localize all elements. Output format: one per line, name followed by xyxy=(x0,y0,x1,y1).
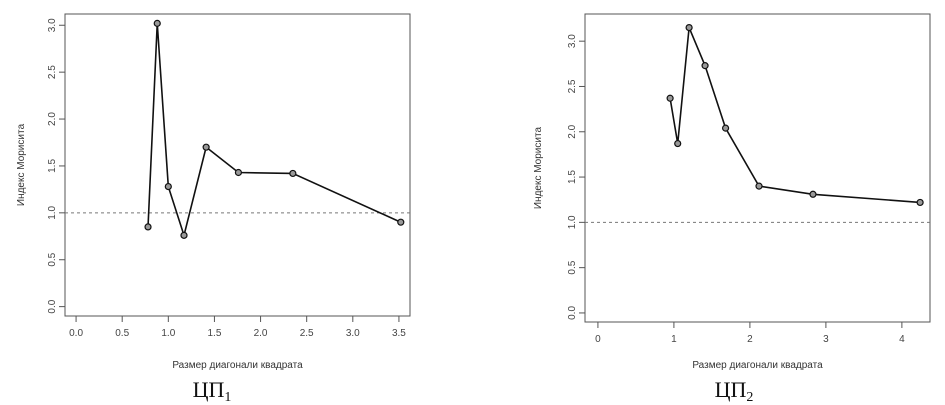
y-tick-label: 2.5 xyxy=(567,79,578,93)
chart-caption: ЦП2 xyxy=(715,377,754,405)
x-tick-label: 3 xyxy=(823,334,829,345)
caption-main: ЦП xyxy=(715,377,747,402)
x-axis-label: Размер диагонали квадрата xyxy=(172,360,303,371)
data-point xyxy=(721,124,730,132)
data-point xyxy=(153,19,161,27)
y-tick-label: 1.5 xyxy=(47,159,58,173)
y-tick-label: 2.0 xyxy=(567,124,578,138)
x-tick-label: 1.0 xyxy=(161,328,175,339)
data-point xyxy=(685,23,693,32)
x-tick-label: 3.5 xyxy=(392,328,406,339)
data-point xyxy=(180,231,188,239)
plot-frame xyxy=(64,13,411,317)
y-tick-label: 2.0 xyxy=(47,112,58,126)
x-tick-label: 0.0 xyxy=(69,328,83,339)
y-tick-label: 1.0 xyxy=(567,215,578,229)
y-tick-label: 3.0 xyxy=(47,18,58,32)
y-tick-label: 0.5 xyxy=(47,252,58,266)
data-point xyxy=(164,182,172,191)
chart-2: 0 1 2 3 4 0.0 0.5 1.0 1.5 2.0 2.5 3.0 Размер диагона… xyxy=(533,13,931,405)
y-axis-label: Индекс Мориситa xyxy=(533,126,544,209)
x-tick-label: 2.5 xyxy=(300,328,314,339)
y-tick-label: 0.5 xyxy=(567,260,578,274)
x-tick-label: 1 xyxy=(671,334,677,345)
x-tick-label: 0 xyxy=(595,334,601,345)
y-axis-label: Индекс Мориситa xyxy=(16,123,27,206)
y-tick-label: 0.0 xyxy=(47,299,58,313)
chart-1: 0.0 0.5 1.0 1.5 2.0 2.5 3.0 3.5 0.0 0.5 1.0 1.5 2.0 2… xyxy=(16,13,411,405)
data-point xyxy=(674,139,682,148)
series-line xyxy=(147,23,402,239)
data-point xyxy=(916,198,924,207)
y-tick-label: 1.0 xyxy=(47,205,58,219)
data-point xyxy=(202,143,210,151)
x-tick-label: 2 xyxy=(747,334,753,345)
x-tick-label: 1.5 xyxy=(207,328,221,339)
x-tick-label: 2.0 xyxy=(254,328,268,339)
data-point xyxy=(397,218,405,226)
data-point xyxy=(144,223,152,231)
y-tick-label: 3.0 xyxy=(567,34,578,48)
data-point xyxy=(289,169,297,178)
series-line xyxy=(669,27,921,204)
y-tick-label: 0.0 xyxy=(567,306,578,320)
chart-caption: ЦП1 xyxy=(193,377,232,405)
caption-subscript: 1 xyxy=(224,390,231,405)
data-point xyxy=(234,168,243,177)
data-point xyxy=(809,190,817,198)
y-tick-label: 1.5 xyxy=(567,170,578,184)
caption-main: ЦП xyxy=(193,377,225,402)
x-axis-label: Размер диагонали квадрата xyxy=(692,360,823,371)
y-tick-label: 2.5 xyxy=(47,65,58,79)
plot-frame xyxy=(584,13,931,323)
x-tick-label: 3.0 xyxy=(346,328,360,339)
data-point xyxy=(755,182,763,190)
data-point xyxy=(701,62,709,70)
data-point xyxy=(666,94,674,102)
x-tick-label: 0.5 xyxy=(115,328,129,339)
caption-subscript: 2 xyxy=(746,390,753,405)
x-tick-label: 4 xyxy=(899,334,905,345)
